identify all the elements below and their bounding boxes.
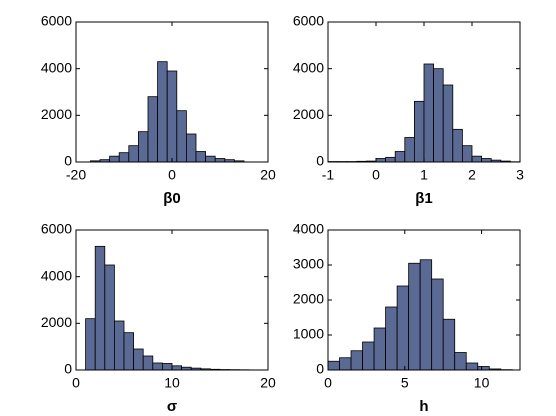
bar bbox=[433, 68, 444, 163]
y-tick-label: 0 bbox=[64, 153, 72, 169]
x-axis-label: h bbox=[419, 398, 428, 415]
bar bbox=[114, 320, 125, 371]
x-tick-label: 0 bbox=[324, 375, 332, 391]
bar bbox=[118, 152, 130, 163]
bar bbox=[375, 158, 387, 163]
bar bbox=[442, 84, 454, 163]
y-tick-label: 0 bbox=[64, 361, 72, 377]
y-tick-label: 4000 bbox=[41, 59, 72, 75]
x-tick-label: 0 bbox=[372, 167, 380, 183]
x-tick-label: -20 bbox=[66, 167, 86, 183]
y-tick-label: 6000 bbox=[41, 221, 72, 237]
bar bbox=[423, 63, 435, 163]
x-tick-label: 5 bbox=[401, 375, 409, 391]
bar bbox=[362, 341, 375, 371]
bar bbox=[214, 158, 226, 163]
y-tick-label: 3000 bbox=[293, 256, 324, 272]
bar bbox=[327, 360, 340, 371]
bar bbox=[396, 285, 410, 371]
y-tick-label: 2000 bbox=[41, 106, 72, 122]
bar bbox=[442, 318, 456, 371]
bar bbox=[104, 264, 115, 371]
bar bbox=[431, 278, 444, 371]
y-tick-label: 2000 bbox=[293, 106, 324, 122]
x-tick-label: 0 bbox=[168, 167, 176, 183]
bar bbox=[147, 96, 158, 163]
x-axis-label: σ bbox=[167, 398, 177, 415]
bar bbox=[454, 352, 467, 371]
bar bbox=[109, 155, 120, 163]
bar bbox=[176, 110, 187, 163]
bar bbox=[413, 100, 425, 163]
bar bbox=[195, 151, 207, 163]
bar bbox=[137, 131, 149, 163]
y-tick-label: 6000 bbox=[293, 13, 324, 29]
y-tick-label: 6000 bbox=[41, 13, 72, 29]
bar bbox=[152, 362, 163, 371]
x-tick-label: 2 bbox=[468, 167, 476, 183]
bar bbox=[128, 145, 139, 163]
bar bbox=[452, 128, 463, 163]
bar bbox=[481, 158, 492, 163]
bar bbox=[205, 155, 216, 163]
y-tick-label: 4000 bbox=[293, 59, 324, 75]
bar bbox=[461, 145, 473, 163]
y-tick-label: 2000 bbox=[293, 291, 324, 307]
bar bbox=[477, 366, 490, 371]
bar bbox=[85, 318, 96, 371]
x-tick-label: 20 bbox=[260, 167, 276, 183]
bar bbox=[123, 332, 134, 371]
bar bbox=[404, 137, 415, 163]
x-tick-label: 10 bbox=[164, 375, 180, 391]
bar bbox=[339, 357, 352, 371]
x-tick-label: -1 bbox=[322, 167, 335, 183]
bar bbox=[350, 350, 363, 371]
bar bbox=[133, 348, 144, 371]
bar bbox=[94, 245, 106, 371]
y-tick-label: 2000 bbox=[41, 314, 72, 330]
bar bbox=[385, 156, 396, 163]
x-tick-label: 3 bbox=[516, 167, 524, 183]
x-axis-label: β0 bbox=[163, 190, 181, 207]
bar bbox=[166, 70, 178, 163]
bar bbox=[408, 262, 421, 371]
bar bbox=[394, 151, 406, 163]
y-tick-label: 4000 bbox=[41, 267, 72, 283]
y-tick-label: 1000 bbox=[293, 326, 324, 342]
y-tick-label: 0 bbox=[316, 361, 324, 377]
bar bbox=[157, 61, 168, 163]
bar bbox=[171, 365, 183, 371]
bar bbox=[373, 327, 386, 371]
x-tick-label: 0 bbox=[72, 375, 80, 391]
bar bbox=[142, 355, 154, 371]
bar bbox=[185, 133, 197, 163]
bar bbox=[471, 155, 483, 163]
y-tick-label: 4000 bbox=[293, 221, 324, 237]
y-tick-label: 0 bbox=[316, 153, 324, 169]
x-axis-label: β1 bbox=[415, 190, 433, 207]
x-tick-label: 20 bbox=[260, 375, 276, 391]
bar bbox=[161, 363, 173, 371]
x-tick-label: 10 bbox=[474, 375, 490, 391]
x-tick-label: 1 bbox=[420, 167, 428, 183]
bar bbox=[385, 306, 398, 371]
bar bbox=[419, 259, 433, 371]
bar bbox=[465, 362, 479, 371]
